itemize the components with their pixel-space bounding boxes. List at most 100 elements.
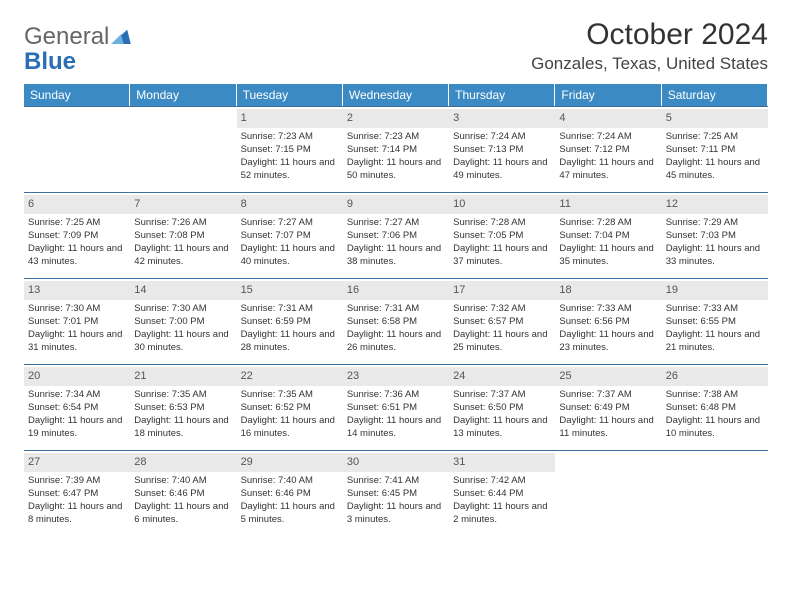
calendar-cell: 11Sunrise: 7:28 AMSunset: 7:04 PMDayligh… [555, 192, 661, 278]
day-number: 21 [130, 367, 236, 386]
day-header: Friday [555, 84, 661, 106]
sunrise-line: Sunrise: 7:31 AM [241, 303, 339, 316]
day-number: 15 [237, 281, 343, 300]
day-header: Sunday [24, 84, 130, 106]
sunset-line: Sunset: 6:53 PM [134, 402, 232, 415]
calendar-cell: 1Sunrise: 7:23 AMSunset: 7:15 PMDaylight… [237, 106, 343, 192]
sunset-line: Sunset: 7:13 PM [453, 144, 551, 157]
day-header: Monday [130, 84, 236, 106]
sunrise-line: Sunrise: 7:37 AM [559, 389, 657, 402]
day-number: 18 [555, 281, 661, 300]
daylight-line: Daylight: 11 hours and 8 minutes. [28, 501, 126, 527]
calendar-cell: 29Sunrise: 7:40 AMSunset: 6:46 PMDayligh… [237, 450, 343, 536]
daylight-line: Daylight: 11 hours and 49 minutes. [453, 157, 551, 183]
day-number: 30 [343, 453, 449, 472]
sunrise-line: Sunrise: 7:23 AM [347, 131, 445, 144]
day-number: 3 [449, 109, 555, 128]
day-number: 29 [237, 453, 343, 472]
sunrise-line: Sunrise: 7:24 AM [453, 131, 551, 144]
sunrise-line: Sunrise: 7:35 AM [134, 389, 232, 402]
sunset-line: Sunset: 7:09 PM [28, 230, 126, 243]
daylight-line: Daylight: 11 hours and 31 minutes. [28, 329, 126, 355]
daylight-line: Daylight: 11 hours and 26 minutes. [347, 329, 445, 355]
calendar-cell: 23Sunrise: 7:36 AMSunset: 6:51 PMDayligh… [343, 364, 449, 450]
sunrise-line: Sunrise: 7:27 AM [347, 217, 445, 230]
calendar-cell: 30Sunrise: 7:41 AMSunset: 6:45 PMDayligh… [343, 450, 449, 536]
day-number: 16 [343, 281, 449, 300]
calendar-cell: 17Sunrise: 7:32 AMSunset: 6:57 PMDayligh… [449, 278, 555, 364]
daylight-line: Daylight: 11 hours and 37 minutes. [453, 243, 551, 269]
sunrise-line: Sunrise: 7:40 AM [241, 475, 339, 488]
daylight-line: Daylight: 11 hours and 16 minutes. [241, 415, 339, 441]
calendar-cell: 20Sunrise: 7:34 AMSunset: 6:54 PMDayligh… [24, 364, 130, 450]
sunrise-line: Sunrise: 7:31 AM [347, 303, 445, 316]
day-number: 9 [343, 195, 449, 214]
calendar-cell: 8Sunrise: 7:27 AMSunset: 7:07 PMDaylight… [237, 192, 343, 278]
sunrise-line: Sunrise: 7:38 AM [666, 389, 764, 402]
daylight-line: Daylight: 11 hours and 10 minutes. [666, 415, 764, 441]
sunset-line: Sunset: 6:51 PM [347, 402, 445, 415]
calendar-cell-blank [130, 106, 236, 192]
daylight-line: Daylight: 11 hours and 28 minutes. [241, 329, 339, 355]
calendar-cell: 22Sunrise: 7:35 AMSunset: 6:52 PMDayligh… [237, 364, 343, 450]
sunset-line: Sunset: 6:46 PM [134, 488, 232, 501]
daylight-line: Daylight: 11 hours and 13 minutes. [453, 415, 551, 441]
sunset-line: Sunset: 7:11 PM [666, 144, 764, 157]
sunset-line: Sunset: 6:45 PM [347, 488, 445, 501]
sunset-line: Sunset: 7:12 PM [559, 144, 657, 157]
sunrise-line: Sunrise: 7:30 AM [28, 303, 126, 316]
day-number: 7 [130, 195, 236, 214]
daylight-line: Daylight: 11 hours and 3 minutes. [347, 501, 445, 527]
sunrise-line: Sunrise: 7:37 AM [453, 389, 551, 402]
sunset-line: Sunset: 6:58 PM [347, 316, 445, 329]
calendar-cell: 12Sunrise: 7:29 AMSunset: 7:03 PMDayligh… [662, 192, 768, 278]
day-number: 8 [237, 195, 343, 214]
calendar-cell: 18Sunrise: 7:33 AMSunset: 6:56 PMDayligh… [555, 278, 661, 364]
daylight-line: Daylight: 11 hours and 14 minutes. [347, 415, 445, 441]
brand-part1: General [24, 23, 109, 50]
location-subtitle: Gonzales, Texas, United States [531, 54, 768, 74]
month-title: October 2024 [531, 18, 768, 52]
calendar-cell: 14Sunrise: 7:30 AMSunset: 7:00 PMDayligh… [130, 278, 236, 364]
sunrise-line: Sunrise: 7:32 AM [453, 303, 551, 316]
day-number: 19 [662, 281, 768, 300]
sunset-line: Sunset: 7:08 PM [134, 230, 232, 243]
sunrise-line: Sunrise: 7:27 AM [241, 217, 339, 230]
header: GeneralBlue October 2024 Gonzales, Texas… [24, 18, 768, 74]
daylight-line: Daylight: 11 hours and 47 minutes. [559, 157, 657, 183]
calendar-cell: 4Sunrise: 7:24 AMSunset: 7:12 PMDaylight… [555, 106, 661, 192]
day-number: 28 [130, 453, 236, 472]
calendar-cell: 27Sunrise: 7:39 AMSunset: 6:47 PMDayligh… [24, 450, 130, 536]
daylight-line: Daylight: 11 hours and 6 minutes. [134, 501, 232, 527]
brand-part2: Blue [24, 48, 76, 75]
sunset-line: Sunset: 6:46 PM [241, 488, 339, 501]
sunrise-line: Sunrise: 7:30 AM [134, 303, 232, 316]
sunset-line: Sunset: 6:55 PM [666, 316, 764, 329]
sunset-line: Sunset: 7:01 PM [28, 316, 126, 329]
day-number: 10 [449, 195, 555, 214]
calendar-cell: 31Sunrise: 7:42 AMSunset: 6:44 PMDayligh… [449, 450, 555, 536]
daylight-line: Daylight: 11 hours and 52 minutes. [241, 157, 339, 183]
daylight-line: Daylight: 11 hours and 23 minutes. [559, 329, 657, 355]
day-number: 4 [555, 109, 661, 128]
calendar-cell: 6Sunrise: 7:25 AMSunset: 7:09 PMDaylight… [24, 192, 130, 278]
calendar-cell-blank [555, 450, 661, 536]
day-number: 2 [343, 109, 449, 128]
day-number: 6 [24, 195, 130, 214]
day-header: Tuesday [237, 84, 343, 106]
day-number: 1 [237, 109, 343, 128]
calendar-cell-blank [662, 450, 768, 536]
day-number: 27 [24, 453, 130, 472]
day-number: 26 [662, 367, 768, 386]
daylight-line: Daylight: 11 hours and 35 minutes. [559, 243, 657, 269]
daylight-line: Daylight: 11 hours and 42 minutes. [134, 243, 232, 269]
daylight-line: Daylight: 11 hours and 19 minutes. [28, 415, 126, 441]
sunrise-line: Sunrise: 7:28 AM [559, 217, 657, 230]
day-number: 17 [449, 281, 555, 300]
day-number: 22 [237, 367, 343, 386]
day-number: 23 [343, 367, 449, 386]
day-header: Thursday [449, 84, 555, 106]
sunset-line: Sunset: 6:54 PM [28, 402, 126, 415]
sunset-line: Sunset: 7:14 PM [347, 144, 445, 157]
sunset-line: Sunset: 6:47 PM [28, 488, 126, 501]
